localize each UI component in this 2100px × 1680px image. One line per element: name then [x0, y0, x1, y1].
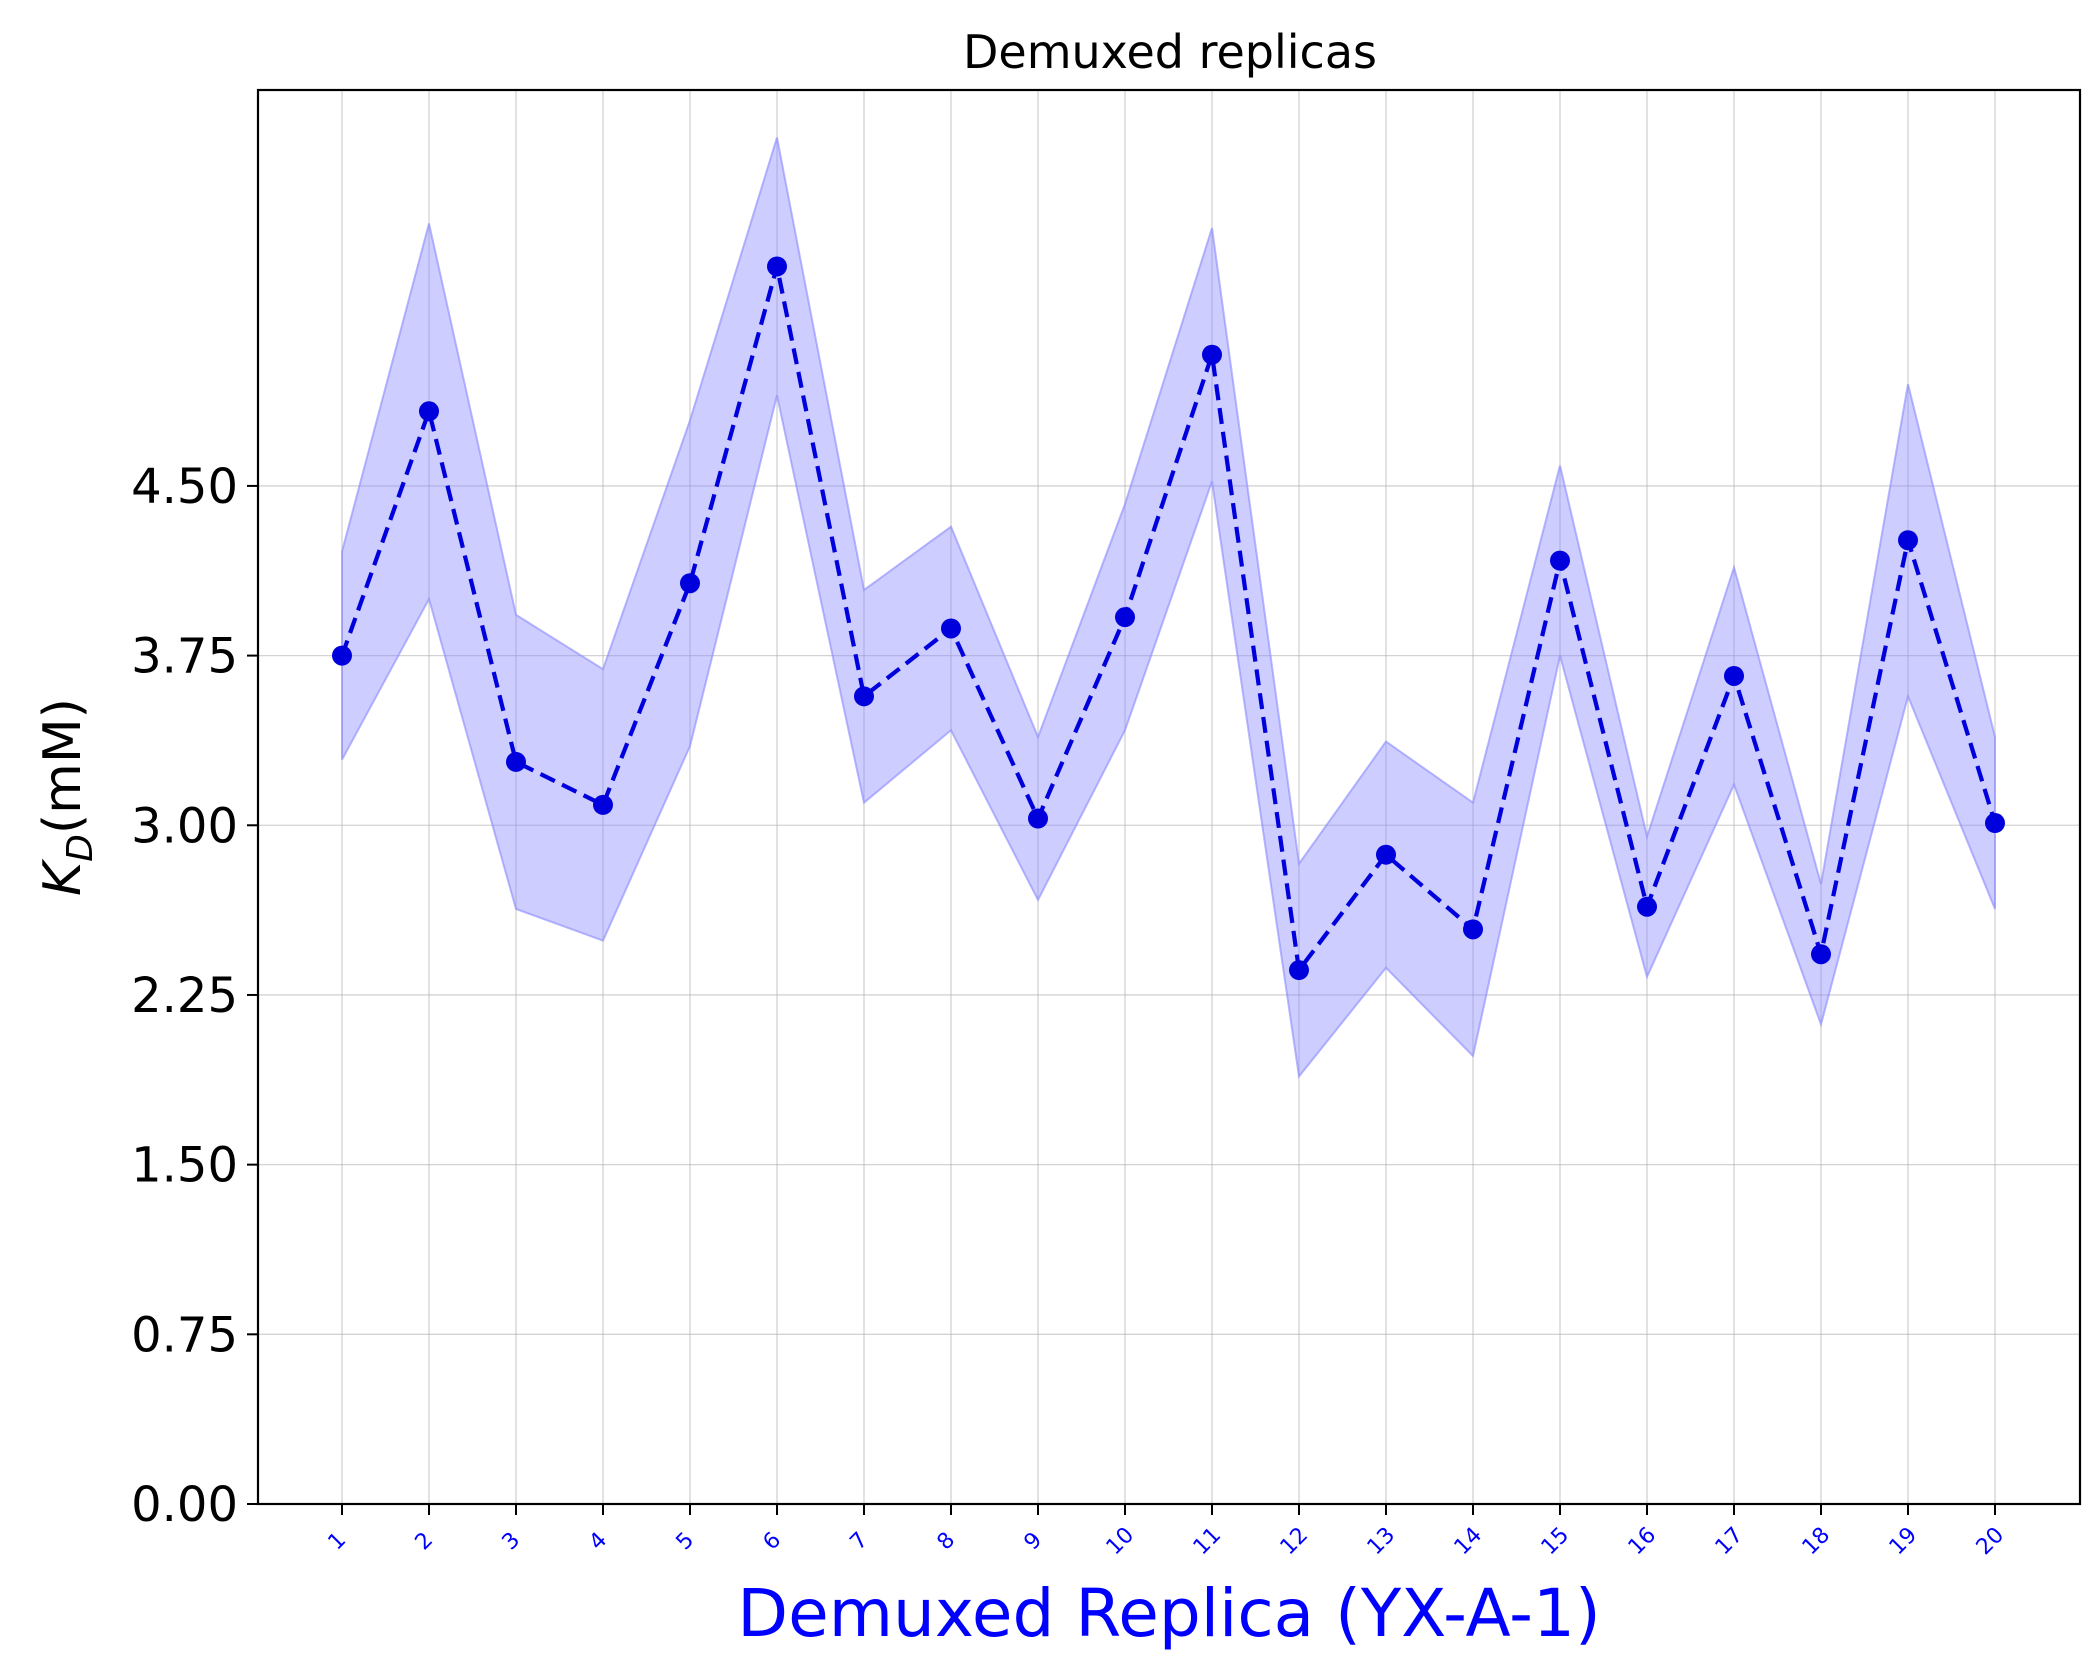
y-axis-label: KD(mM) — [33, 698, 101, 896]
y-axis-label-main: K — [33, 858, 93, 896]
data-point — [1115, 607, 1135, 628]
data-point — [419, 401, 439, 422]
y-tick-label: 0.00 — [131, 1477, 238, 1533]
x-tick-label: 10 — [1102, 1523, 1139, 1560]
data-point — [767, 256, 787, 277]
x-tick-label: 15 — [1537, 1523, 1574, 1560]
data-point — [1985, 813, 2005, 834]
data-point — [1637, 896, 1657, 917]
x-tick-label: 2 — [411, 1528, 439, 1556]
x-axis-label: Demuxed Replica (YX-A-1) — [737, 1575, 1600, 1652]
x-tick-label: 13 — [1363, 1523, 1400, 1560]
x-tick-label: 3 — [498, 1528, 526, 1556]
data-point — [854, 686, 874, 707]
confidence-band-area — [341, 137, 1996, 1079]
data-point — [593, 794, 613, 815]
data-point — [1463, 919, 1483, 940]
grid — [258, 90, 2080, 1505]
data-point — [1028, 808, 1048, 829]
series-polyline — [340, 264, 1998, 973]
y-tick-label: 3.75 — [131, 629, 238, 685]
x-tick-label: 20 — [1972, 1523, 2009, 1560]
data-point — [1550, 550, 1570, 571]
x-tick-label: 11 — [1189, 1523, 1226, 1560]
x-tick-label: 8 — [933, 1528, 961, 1556]
series-line — [340, 264, 1998, 973]
chart-title: Demuxed replicas — [963, 25, 1377, 79]
data-point — [1289, 960, 1309, 981]
y-tick-label: 4.50 — [131, 459, 238, 515]
data-point — [332, 645, 352, 666]
x-tick-label: 19 — [1885, 1523, 1922, 1560]
data-point — [680, 573, 700, 594]
data-points — [332, 256, 2005, 981]
y-tick-label: 1.50 — [131, 1138, 238, 1194]
x-tick-label: 5 — [672, 1528, 700, 1556]
plot-frame — [256, 88, 2082, 1506]
x-tick-label: 18 — [1798, 1523, 1835, 1560]
x-tick-label: 9 — [1020, 1528, 1048, 1556]
data-point — [1724, 665, 1744, 686]
x-tick-label: 17 — [1711, 1523, 1748, 1560]
x-axis-ticks: 1 2 3 4 5 6 7 8 9 10 11 12 13 14 15 16 17 18 19 20 — [324, 1504, 2009, 1560]
x-tick-label: 7 — [846, 1528, 874, 1556]
data-point — [1202, 344, 1222, 365]
y-tick-label: 0.75 — [131, 1307, 238, 1363]
x-tick-label: 12 — [1276, 1523, 1313, 1560]
x-tick-label: 4 — [585, 1528, 613, 1556]
confidence-band — [341, 137, 1996, 1079]
y-tick-label: 3.00 — [131, 798, 238, 854]
data-point — [1376, 844, 1396, 865]
y-tick-label: 2.25 — [131, 968, 238, 1024]
x-tick-label: 14 — [1450, 1523, 1487, 1560]
y-axis-ticks: 0.00 0.75 1.50 2.25 3.00 3.75 4.50 — [131, 459, 258, 1533]
y-axis-label-unit: (mM) — [33, 698, 93, 834]
x-tick-label: 1 — [324, 1528, 352, 1556]
data-point — [1811, 944, 1831, 965]
data-point — [506, 751, 526, 772]
x-tick-label: 16 — [1624, 1523, 1661, 1560]
y-axis-label-sub: D — [60, 834, 101, 862]
data-point — [941, 618, 961, 639]
data-point — [1898, 530, 1918, 551]
x-tick-label: 6 — [759, 1528, 787, 1556]
